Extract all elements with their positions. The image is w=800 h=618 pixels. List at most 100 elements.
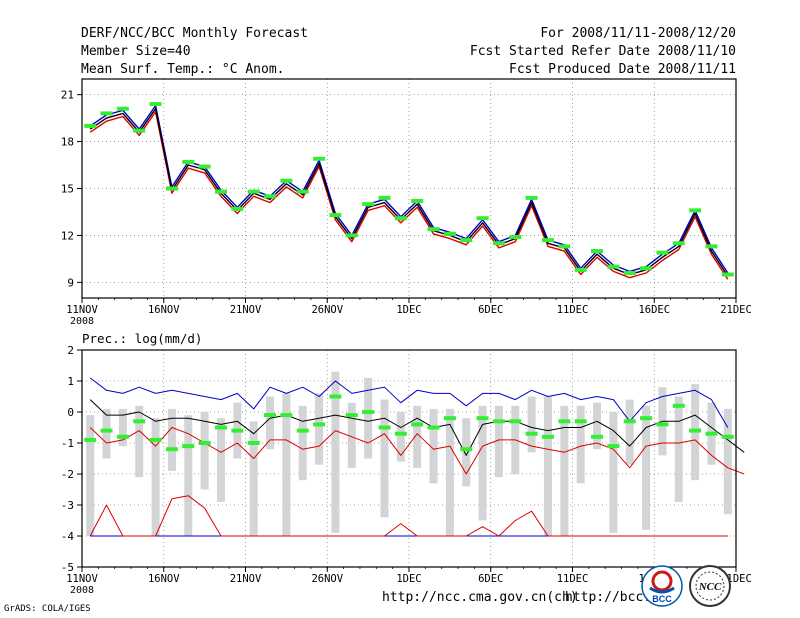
panel2-bar	[298, 405, 307, 481]
panel2-marker	[247, 441, 260, 445]
panel2-marker	[558, 419, 571, 424]
panel1-marker	[541, 238, 554, 243]
panel2-bar	[625, 399, 634, 465]
panel2-bar	[576, 405, 585, 484]
panel2-xtick-label: 26NOV	[311, 573, 343, 585]
panel1-marker	[264, 194, 277, 199]
grads-credit: GrADS: COLA/IGES	[4, 604, 91, 614]
panel2-ytick-label: -3	[61, 499, 74, 512]
bcc-logo: BCC	[641, 565, 683, 607]
panel1-marker	[100, 111, 113, 116]
panel1-marker	[460, 238, 473, 243]
panel2-marker	[492, 419, 505, 424]
panel1-xtick-label: 16NOV	[148, 304, 180, 316]
panel1-xtick-label: 6DEC	[478, 304, 503, 316]
panel1-marker	[165, 186, 178, 191]
panel2-marker	[100, 428, 113, 433]
panel1-marker	[427, 227, 440, 232]
panel2-marker	[345, 413, 358, 418]
panel2-xtick-label: 11NOV	[66, 573, 98, 585]
panel1-ytick-label: 18	[61, 136, 74, 149]
panel1-marker	[198, 164, 211, 169]
panel2-bar	[216, 418, 225, 502]
panel1-marker	[394, 216, 407, 221]
panel1-ytick-label: 15	[61, 183, 74, 196]
panel1-marker	[182, 159, 195, 164]
panel1-marker	[525, 195, 538, 200]
panel2-frame	[81, 349, 737, 568]
panel2-bar	[478, 405, 487, 521]
panel1-marker	[329, 213, 342, 218]
panel2-bar	[674, 396, 683, 502]
panel1-marker	[133, 128, 146, 133]
panel1-marker	[721, 272, 734, 277]
panel2-marker	[591, 434, 604, 439]
panel2-bar	[527, 396, 536, 453]
panel2-marker	[149, 437, 162, 442]
panel2-bar	[609, 412, 618, 533]
panel2-xtick-label: 16NOV	[148, 573, 180, 585]
panel2-marker	[574, 419, 587, 424]
panel2-bar	[167, 408, 176, 471]
panel1-marker	[296, 189, 309, 194]
panel2-bar	[151, 418, 160, 536]
panel2-bar	[560, 405, 569, 536]
panel1-marker	[362, 202, 375, 207]
panel1-marker	[149, 102, 162, 107]
panel1-mean-line	[89, 107, 729, 277]
panel1-marker	[640, 266, 653, 271]
panel1-marker	[656, 250, 669, 255]
panel1-xtick-label: 16DEC	[638, 304, 670, 316]
ncc-logo-text: NCC	[698, 581, 722, 593]
footer-url-ncc[interactable]: http://ncc.cma.gov.cn(ch)	[382, 590, 578, 605]
panel2-bar	[642, 405, 651, 530]
panel2-marker	[231, 428, 244, 433]
panel2-marker	[525, 431, 538, 436]
panel2-bar	[413, 405, 422, 468]
panel2-bar	[593, 402, 602, 450]
panel2-marker	[460, 447, 473, 452]
panel2-ytick-label: -1	[61, 437, 74, 450]
panel2-lower-line	[89, 427, 745, 475]
panel2-bar	[135, 405, 144, 478]
panel2-lower-min-line	[89, 495, 728, 537]
footer-url-bcc[interactable]: http://bcc.c	[565, 590, 659, 605]
panel2-marker	[427, 425, 440, 430]
panel2-bar	[282, 393, 291, 536]
panel2-year-label: 2008	[70, 585, 94, 596]
precip-title: Prec.: log(mm/d)	[82, 331, 202, 346]
panel1-marker	[214, 189, 227, 194]
panel2-marker	[133, 419, 146, 424]
panel1-lower-line	[89, 111, 729, 280]
panel1-marker	[672, 241, 685, 246]
panel1-marker	[280, 178, 293, 183]
panel2-marker	[264, 413, 277, 418]
panel2-marker	[362, 410, 375, 414]
panel2-marker	[672, 403, 685, 408]
panel2-marker	[214, 425, 227, 430]
panel2-marker	[378, 425, 391, 430]
panel2-marker	[476, 416, 489, 421]
panel2-bar	[429, 408, 438, 484]
variable-label: Mean Surf. Temp.: °C Anom.	[81, 62, 285, 77]
panel1-marker	[476, 216, 489, 221]
forecast-period: For 2008/11/11-2008/12/20	[540, 26, 736, 41]
panel2-bar	[331, 371, 340, 533]
panel1-marker	[558, 244, 571, 249]
panel1-marker	[345, 233, 358, 238]
bcc-logo-text: BCC	[652, 594, 672, 604]
panel2-ytick-label: -2	[61, 468, 74, 481]
panel1-xtick-label: 1DEC	[396, 304, 421, 316]
panel2-marker	[116, 434, 129, 439]
panel2-upper-line	[89, 377, 729, 428]
panel1-marker	[623, 270, 636, 275]
chart-title: DERF/NCC/BCC Monthly Forecast	[81, 26, 308, 41]
panel1-marker	[231, 206, 244, 211]
panel2-marker	[541, 434, 554, 439]
fcst-produced-date: Fcst Produced Date 2008/11/11	[509, 62, 736, 77]
panel1-marker	[509, 234, 522, 239]
panel2-bar	[723, 408, 732, 515]
panel1-upper-line	[89, 104, 729, 274]
panel1-ytick-label: 12	[61, 229, 74, 242]
panel2-marker	[313, 422, 326, 427]
